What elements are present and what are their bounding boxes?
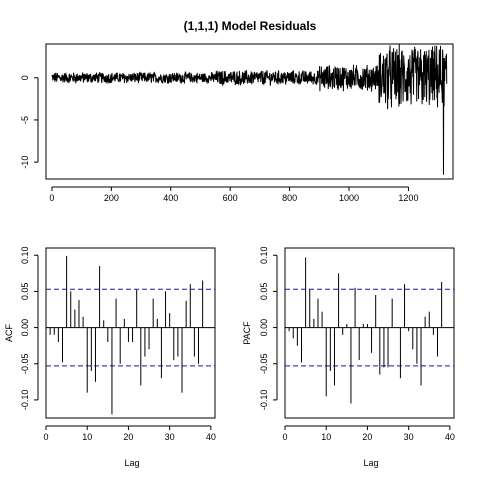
- pacf-x-tick-label: 30: [404, 432, 414, 442]
- acf-x-tick-label: 0: [43, 432, 48, 442]
- residuals-y-tick-label: 0: [20, 75, 30, 80]
- residuals-y-axis: 0 -5 -10: [20, 75, 39, 169]
- residuals-x-tick-label: 1000: [339, 193, 359, 203]
- residuals-y-tick-label: -5: [20, 116, 30, 124]
- acf-x-axis: 0 10 20 30 40: [43, 425, 216, 442]
- acf-x-tick-label: 40: [206, 432, 216, 442]
- residuals-x-tick-label: 600: [223, 193, 238, 203]
- acf-y-tick-label: -0.10: [20, 390, 30, 411]
- residuals-panel: (1,1,1) Model Residuals 0 200 400 600 800 100…: [20, 19, 454, 203]
- acf-bars: [46, 255, 215, 415]
- acf-x-tick-label: 20: [123, 432, 133, 442]
- acf-ylabel: ACF: [4, 323, 14, 342]
- pacf-y-tick-label: -0.05: [259, 353, 269, 374]
- pacf-y-axis: 0.10 0.05 0.00 -0.05 -0.10: [259, 246, 278, 411]
- pacf-x-tick-label: 40: [445, 432, 455, 442]
- acf-y-axis: 0.10 0.05 0.00 -0.05 -0.10: [20, 246, 39, 411]
- pacf-y-tick-label: 0.10: [259, 246, 269, 264]
- residuals-title: (1,1,1) Model Residuals: [184, 19, 317, 33]
- acf-y-tick-label: 0.10: [20, 246, 30, 264]
- pacf-ylabel: PACF: [242, 321, 252, 345]
- pacf-x-axis: 0 10 20 30 40: [282, 425, 455, 442]
- residuals-series-line: [51, 44, 448, 175]
- residuals-x-axis: 0 200 400 600 800 1000 1200: [49, 186, 418, 203]
- acf-xlabel: Lag: [124, 458, 139, 468]
- residuals-x-tick-label: 800: [282, 193, 297, 203]
- acf-frame: [45, 247, 216, 419]
- pacf-x-tick-label: 20: [362, 432, 372, 442]
- acf-y-tick-label: -0.05: [20, 353, 30, 374]
- residuals-x-tick-label: 0: [49, 193, 54, 203]
- pacf-y-tick-label: 0.05: [259, 283, 269, 301]
- acf-x-tick-label: 10: [82, 432, 92, 442]
- residuals-x-tick-label: 400: [163, 193, 178, 203]
- residuals-y-tick-label: -10: [20, 156, 30, 169]
- acf-y-tick-label: 0.00: [20, 319, 30, 337]
- pacf-y-tick-label: 0.00: [259, 319, 269, 337]
- residuals-frame: [45, 43, 454, 180]
- acf-panel: 0 10 20 30 40 0.10 0.05 0.00 -0.05 -0.10 Lag ACF: [4, 246, 216, 468]
- residuals-x-tick-label: 200: [104, 193, 119, 203]
- pacf-y-tick-label: -0.10: [259, 390, 269, 411]
- pacf-x-tick-label: 0: [282, 432, 287, 442]
- acf-y-tick-label: 0.05: [20, 283, 30, 301]
- pacf-bars: [285, 257, 454, 404]
- pacf-frame: [284, 247, 455, 419]
- acf-x-tick-label: 30: [165, 432, 175, 442]
- pacf-xlabel: Lag: [363, 458, 378, 468]
- residuals-x-tick-label: 1200: [398, 193, 418, 203]
- pacf-panel: 0 10 20 30 40 0.10 0.05 0.00 -0.05 -0.10 Lag PAC…: [242, 246, 455, 468]
- pacf-x-tick-label: 10: [321, 432, 331, 442]
